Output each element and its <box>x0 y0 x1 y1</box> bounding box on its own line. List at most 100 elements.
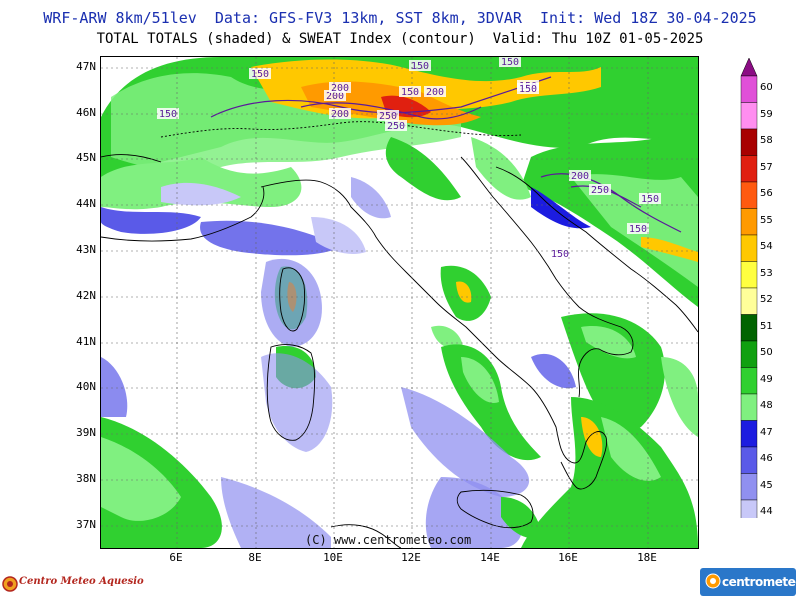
graticule <box>101 57 698 548</box>
colorbar-swatch <box>740 499 758 518</box>
lon-label: 10E <box>323 551 343 564</box>
contour-label-bg <box>329 82 351 93</box>
colorbar-label: 56 <box>760 188 773 199</box>
map-panel: 1501501501501501501501501501502002002002… <box>100 56 699 549</box>
lat-label: 47N <box>76 60 96 73</box>
colorbar-swatch <box>740 367 758 395</box>
logo-right-text: centrometeo <box>722 575 800 589</box>
contour-label-bg <box>329 108 351 119</box>
contour-label-bg <box>409 60 431 71</box>
contour-label-bg <box>424 86 446 97</box>
colorbar-swatch <box>740 473 758 501</box>
colorbar-swatch <box>740 102 758 130</box>
contour-label: 200 <box>571 171 589 182</box>
lon-label: 16E <box>558 551 578 564</box>
contour-label: 150 <box>501 57 519 68</box>
contour-label-bg <box>324 90 346 101</box>
colorbar-swatch <box>740 128 758 156</box>
colorbar-top-arrow <box>740 58 758 77</box>
lat-label: 41N <box>76 335 96 348</box>
contour-label: 150 <box>401 87 419 98</box>
contour-label: 250 <box>387 121 405 132</box>
colorbar-swatch <box>740 340 758 368</box>
lon-label: 14E <box>480 551 500 564</box>
colorbar-swatch <box>740 208 758 236</box>
contour-label: 200 <box>326 91 344 102</box>
colorbar-swatch <box>740 393 758 421</box>
colorbar-swatch <box>740 261 758 289</box>
lat-label: 45N <box>76 151 96 164</box>
contour-label: 150 <box>411 61 429 72</box>
lat-label: 38N <box>76 472 96 485</box>
colorbar-swatch <box>740 155 758 183</box>
colorbar-label: 54 <box>760 241 773 252</box>
contour-label: 150 <box>159 109 177 120</box>
contour-label: 150 <box>551 249 569 260</box>
copyright-text: (C) www.centrometeo.com <box>305 533 472 547</box>
contour-label: 150 <box>519 84 537 95</box>
contour-label-bg <box>549 248 571 259</box>
colorbar-swatch <box>740 75 758 103</box>
lat-label: 44N <box>76 197 96 210</box>
shaded-field <box>101 57 698 548</box>
coastlines <box>101 121 698 548</box>
logo-left-text: Centro Meteo Aquesio <box>19 576 144 587</box>
contour-label: 150 <box>641 194 659 205</box>
lon-label: 8E <box>248 551 262 564</box>
colorbar <box>740 58 758 518</box>
contour-label-group: 1501501501501501501501501501502002002002… <box>157 57 661 260</box>
lat-label: 40N <box>76 380 96 393</box>
colorbar-swatch <box>740 234 758 262</box>
colorbar-swatch <box>740 446 758 474</box>
colorbar-label: 51 <box>760 320 773 332</box>
colorbar-swatch <box>740 287 758 315</box>
centrometeo-logo-icon <box>705 573 721 589</box>
contour-label-bg <box>517 83 539 94</box>
lon-label: 18E <box>637 551 657 564</box>
colorbar-label: 44 <box>760 506 773 517</box>
colorbar-swatch <box>740 181 758 209</box>
lat-label: 42N <box>76 289 96 302</box>
contour-label: 150 <box>629 224 647 235</box>
colorbar-swatch <box>740 420 758 448</box>
colorbar-label: 57 <box>760 161 773 173</box>
contour-label: 200 <box>426 87 444 98</box>
contour-label-bg <box>157 108 179 119</box>
contour-label-bg <box>249 68 271 79</box>
contour-label-bg <box>569 170 591 181</box>
contour-label: 200 <box>331 83 349 94</box>
colorbar-label: 59 <box>760 108 773 120</box>
title-line-1: WRF-ARW 8km/51lev Data: GFS-FV3 13km, SS… <box>43 9 757 27</box>
colorbar-label: 47 <box>760 426 773 438</box>
colorbar-label: 58 <box>760 135 773 146</box>
colorbar-label: 49 <box>760 373 773 385</box>
centro-meteo-aquesio-logo-icon <box>2 576 18 592</box>
lat-label: 37N <box>76 518 96 531</box>
colorbar-label: 53 <box>760 267 773 279</box>
colorbar-label: 60 <box>760 82 773 93</box>
contour-label-bg <box>385 120 407 131</box>
colorbar-label: 45 <box>760 479 773 491</box>
contour-label: 150 <box>251 69 269 80</box>
lat-label: 39N <box>76 426 96 439</box>
colorbar-swatch <box>740 314 758 342</box>
contour-label-bg <box>377 110 399 121</box>
contour-label: 200 <box>331 109 349 120</box>
contour-label-bg <box>627 223 649 234</box>
contour-label-bg <box>589 184 611 195</box>
colorbar-label: 50 <box>760 347 773 358</box>
contour-label-bg <box>499 57 521 67</box>
contour-label-bg <box>639 193 661 204</box>
colorbar-label: 52 <box>760 294 773 305</box>
weather-map: 1501501501501501501501501501502002002002… <box>101 57 698 548</box>
colorbar-label: 48 <box>760 400 773 411</box>
contour-label-bg <box>399 86 421 97</box>
lon-label: 12E <box>401 551 421 564</box>
contour-label: 250 <box>591 185 609 196</box>
contour-label: 250 <box>379 111 397 122</box>
colorbar-label: 55 <box>760 214 773 226</box>
title-line-2: TOTAL TOTALS (shaded) & SWEAT Index (con… <box>96 31 704 47</box>
lon-label: 6E <box>169 551 183 564</box>
lat-label: 46N <box>76 106 96 119</box>
colorbar-label: 46 <box>760 453 773 464</box>
